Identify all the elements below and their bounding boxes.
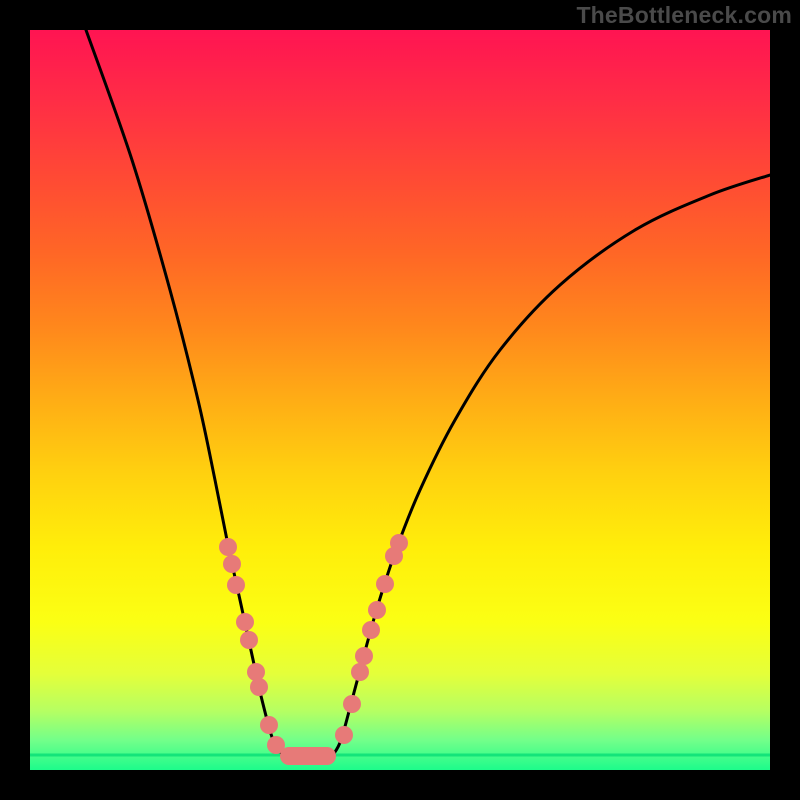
marker-left [247,663,265,681]
gradient-background [30,30,770,770]
marker-right [355,647,373,665]
marker-left [236,613,254,631]
marker-left [223,555,241,573]
marker-left [219,538,237,556]
chart-svg [0,0,800,800]
marker-right [335,726,353,744]
marker-right [376,575,394,593]
marker-left [240,631,258,649]
marker-left [250,678,268,696]
chart-stage: TheBottleneck.com [0,0,800,800]
marker-cluster [280,747,336,765]
marker-right [368,601,386,619]
marker-left [227,576,245,594]
marker-right [351,663,369,681]
marker-left [260,716,278,734]
marker-right [343,695,361,713]
marker-right [362,621,380,639]
marker-right [390,534,408,552]
